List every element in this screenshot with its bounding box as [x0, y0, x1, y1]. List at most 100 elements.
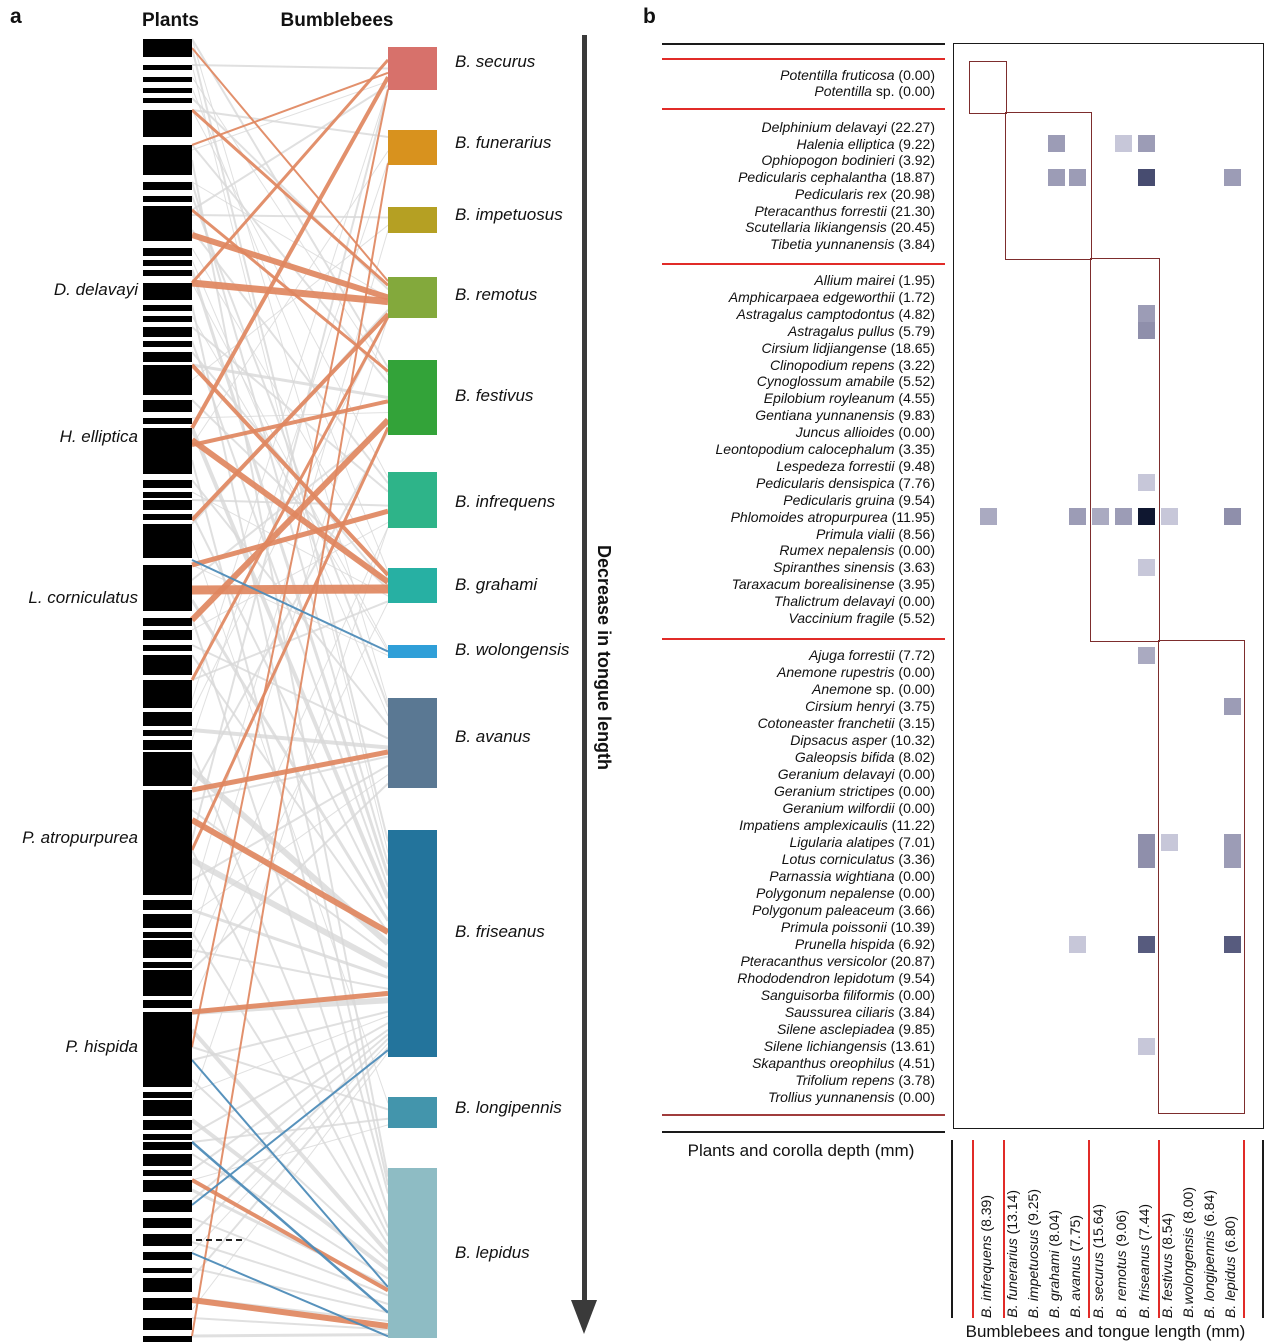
link-friseanus — [191, 1022, 389, 1135]
heat-cell-remotus — [1114, 135, 1132, 153]
plant-bar — [143, 524, 192, 558]
link-grahami — [191, 247, 389, 579]
bee-column-label-impetuosus: B. impetuosus (9.25) — [1025, 1188, 1041, 1318]
module-box — [1158, 640, 1245, 1114]
link-friseanus — [191, 1028, 389, 1171]
bee-node-friseanus — [388, 830, 437, 1057]
link-lepidus — [191, 1217, 389, 1297]
link-friseanus — [191, 809, 389, 956]
plant-bar — [143, 790, 192, 895]
module-box — [969, 61, 1007, 114]
bee-node-label: B. remotus — [455, 285, 538, 304]
plant-row-label: Parnassia wightiana (0.00) — [769, 868, 935, 884]
plant-bar — [143, 182, 192, 190]
axis-red-line — [1243, 1140, 1245, 1318]
link-securus — [191, 87, 389, 701]
plant-bar — [143, 645, 192, 651]
heat-cell-friseanus — [1137, 646, 1155, 664]
heat-cell-avanus — [1068, 508, 1086, 526]
module-box — [1090, 258, 1160, 642]
link-festivus — [191, 76, 389, 376]
heat-cell-festivus — [1160, 833, 1178, 851]
plant-row-label: Potentilla fruticosa (0.00) — [780, 67, 935, 83]
link-friseanus — [190, 599, 390, 922]
plant-row-label: Galeopsis bifida (8.02) — [794, 749, 935, 765]
heat-cell-friseanus — [1137, 1037, 1155, 1055]
link-friseanus — [191, 1038, 389, 1235]
separator-line-red — [662, 58, 945, 60]
bee-column-label-friseanus: B. friseanus (7.44) — [1136, 1203, 1152, 1318]
plant-bar — [143, 400, 192, 412]
plant-bar — [143, 1154, 192, 1166]
plant-bar — [143, 260, 192, 266]
heat-cell-friseanus — [1137, 135, 1155, 153]
bee-node-remotus — [388, 277, 437, 318]
plant-bar — [143, 932, 192, 938]
plant-bar — [143, 712, 192, 726]
link-avanus — [191, 644, 389, 740]
link-securus — [191, 88, 389, 841]
link-lepidus — [191, 1178, 389, 1293]
link-infrequens — [191, 508, 389, 568]
link-infrequens — [191, 527, 389, 1101]
bipartite-links-layer — [189, 38, 391, 1338]
bee-column-label-grahami: B. grahami (8.04) — [1046, 1209, 1062, 1318]
plant-bar — [143, 1142, 192, 1150]
plant-row-label: Lespedeza forrestii (9.48) — [776, 457, 935, 474]
link-grahami — [191, 602, 389, 1001]
plant-bar — [143, 110, 192, 137]
plant-row-label: Delphinium delavayi (22.27) — [761, 119, 935, 135]
bee-column-label-infrequens: B. infrequens (8.39) — [978, 1195, 994, 1318]
heat-cell-lepidus — [1223, 833, 1241, 851]
plant-bar — [143, 900, 192, 910]
link-avanus — [191, 479, 389, 726]
heat-cell-lepidus — [1223, 935, 1241, 953]
bee-node-label: B. friseanus — [455, 922, 545, 941]
bee-node-label: B. securus — [455, 52, 536, 71]
link-festivus — [191, 399, 389, 447]
separator-line-red — [662, 263, 945, 265]
link-remotus — [190, 316, 390, 681]
plant-bar — [143, 1000, 192, 1008]
axis-black-line — [1262, 1140, 1264, 1318]
plant-row-label: Astragalus camptodontus (4.82) — [736, 305, 935, 322]
plant-row-label: Spiranthes sinensis (3.63) — [773, 559, 935, 576]
link-avanus — [191, 749, 389, 793]
bee-column-label-securus: B. securus (15.64) — [1090, 1203, 1106, 1318]
plant-row-label: Skapanthus oreophilus (4.51) — [752, 1055, 935, 1071]
plant-row-label: Geranium delavayi (0.00) — [777, 766, 935, 782]
plant-row-label: Pteracanthus forrestii (21.30) — [754, 202, 935, 219]
plant-row-label: Pedicularis cephalantha (18.87) — [738, 169, 935, 186]
plant-row-label: Silene lichiangensis (13.61) — [763, 1038, 935, 1054]
plant-row-label: Trifolium repens (3.78) — [795, 1072, 935, 1088]
link-impetuosus — [191, 214, 389, 219]
link-securus — [191, 84, 389, 211]
plant-row-label: Cirsium henryi (3.75) — [805, 698, 935, 714]
plant-bar — [143, 327, 192, 337]
bee-node-label: B. avanus — [455, 727, 531, 746]
bee-node-funerarius — [388, 130, 437, 165]
heat-cell-avanus — [1068, 168, 1086, 186]
heatmap-outer-box — [953, 43, 1264, 1129]
plant-bar — [143, 305, 192, 311]
plant-row-label: Taraxacum borealisinense (3.95) — [731, 576, 935, 593]
plant-annotation: L. corniculatus — [28, 588, 138, 607]
link-lepidus — [191, 1059, 389, 1288]
link-lepidus — [191, 1141, 389, 1314]
bee-column-label-festivus: B. festivus (8.54) — [1159, 1212, 1175, 1318]
plant-bar — [143, 1268, 192, 1273]
tongue-length-arrow-head-icon — [571, 1300, 597, 1334]
separator-line-red — [662, 638, 945, 640]
heat-cell-lepidus — [1223, 697, 1241, 715]
plant-row-label: Thalictrum delavayi (0.00) — [773, 593, 935, 610]
bee-column-label-lepidus: B. lepidus (6.80) — [1222, 1216, 1238, 1318]
plant-bar — [143, 39, 192, 57]
plant-annotation: H. elliptica — [59, 427, 138, 446]
plant-row-label: Primula vialii (8.56) — [815, 525, 935, 542]
plant-row-label: Silene asclepiadea (9.85) — [777, 1021, 935, 1037]
heat-cell-friseanus — [1137, 508, 1155, 526]
link-friseanus — [191, 1010, 389, 1061]
heat-cell-lepidus — [1223, 508, 1241, 526]
plant-row-label: Astragalus pullus (5.79) — [787, 322, 935, 339]
plant-row-label: Pedicularis gruina (9.54) — [783, 491, 935, 508]
